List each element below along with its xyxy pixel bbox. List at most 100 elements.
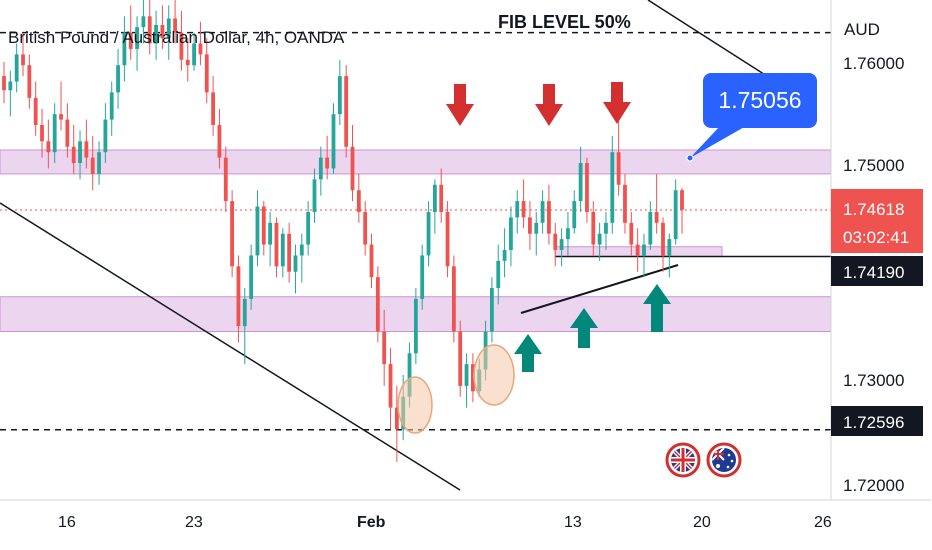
candle: [553, 222, 558, 267]
candle-body: [490, 288, 494, 332]
candle-body: [223, 157, 228, 202]
candle-body: [667, 239, 672, 256]
candle-body: [559, 239, 564, 250]
candle: [464, 353, 469, 408]
candle-body: [65, 119, 70, 147]
candle-body: [432, 184, 437, 212]
candle: [382, 309, 387, 386]
candle-body: [325, 157, 330, 169]
candle-body: [528, 217, 532, 234]
candle-body: [2, 76, 6, 91]
candle: [337, 59, 342, 125]
rising-support-line: [520, 264, 679, 314]
candle-body: [122, 32, 127, 66]
candle-body: [534, 222, 539, 234]
x-tick-label: 23: [185, 514, 203, 531]
candle-body: [318, 157, 323, 180]
candle-body: [287, 233, 292, 272]
candle-body: [255, 206, 260, 256]
candle: [388, 347, 393, 430]
candle-body: [356, 190, 361, 212]
candle: [610, 135, 615, 234]
candle-body: [464, 364, 469, 386]
x-tick-label: 16: [58, 514, 76, 531]
candle: [591, 201, 596, 256]
candle: [192, 32, 196, 71]
candle: [413, 288, 418, 365]
candle-body: [337, 76, 342, 115]
price-axis[interactable]: AUD 1.76000 1.75000 1.73000 1.72000 1.74…: [830, 0, 923, 500]
candle-body: [90, 157, 95, 174]
candle: [623, 173, 627, 234]
candle-body: [540, 201, 545, 223]
chart-title: British Pound / Australian Dollar, 4h, O…: [8, 28, 345, 47]
y-tick-label: 1.76000: [843, 54, 904, 73]
time-axis[interactable]: 16 23 Feb 13 20 26: [0, 499, 931, 531]
candle: [680, 188, 684, 234]
candle-body: [350, 146, 355, 191]
candle-body: [369, 244, 374, 278]
candle: [318, 146, 323, 196]
candle-body: [661, 222, 665, 256]
candle: [46, 119, 51, 169]
candle-body: [388, 364, 393, 408]
candle-body: [211, 92, 216, 125]
candle-body: [204, 54, 209, 93]
candle: [509, 206, 513, 267]
support-price-badge: [831, 256, 923, 286]
fib-level-label: FIB LEVEL 50%: [498, 12, 631, 32]
candle: [84, 119, 89, 169]
candle-body: [8, 81, 13, 91]
candle-body: [52, 114, 57, 153]
candle-body: [268, 222, 273, 245]
candle: [236, 255, 241, 343]
au-flag-icon: [706, 442, 742, 478]
candle: [667, 233, 672, 278]
candle: [445, 201, 450, 278]
candle: [211, 76, 216, 136]
candle: [585, 157, 589, 223]
candle: [635, 228, 640, 272]
callout-1-75056: 1.75056: [686, 73, 817, 162]
candle: [559, 228, 564, 267]
candle: [356, 173, 361, 223]
candle: [534, 211, 539, 256]
candle: [261, 201, 266, 256]
candle: [394, 385, 399, 462]
candle: [566, 211, 570, 256]
candle: [2, 61, 6, 104]
candle-body: [604, 222, 608, 234]
candle-body: [623, 184, 627, 223]
candle: [242, 288, 247, 365]
candle-body: [642, 244, 646, 256]
candle: [540, 190, 545, 234]
candle-body: [40, 125, 44, 142]
candle-body: [198, 43, 203, 55]
candle-body: [591, 211, 596, 245]
candle-body: [363, 211, 368, 245]
candle-body: [553, 233, 558, 250]
candle: [350, 125, 355, 202]
candle-body: [154, 25, 158, 44]
candle: [59, 81, 63, 131]
dashed-low-label: 1.72596: [843, 413, 904, 432]
candle: [135, 16, 139, 71]
candle: [14, 43, 19, 93]
candle-body: [261, 206, 266, 245]
candle: [572, 190, 577, 234]
candle: [255, 190, 260, 267]
candle: [502, 228, 507, 278]
candle: [578, 146, 583, 212]
candle: [451, 255, 456, 343]
candle-body: [147, 16, 152, 44]
x-tick-label: 26: [814, 514, 832, 531]
candle: [344, 65, 349, 158]
candle: [597, 222, 602, 261]
candle: [198, 21, 203, 66]
candle-body: [141, 16, 146, 28]
candle: [470, 353, 475, 403]
candle: [642, 233, 646, 278]
candle: [154, 10, 158, 60]
x-tick-label: Feb: [357, 514, 386, 531]
